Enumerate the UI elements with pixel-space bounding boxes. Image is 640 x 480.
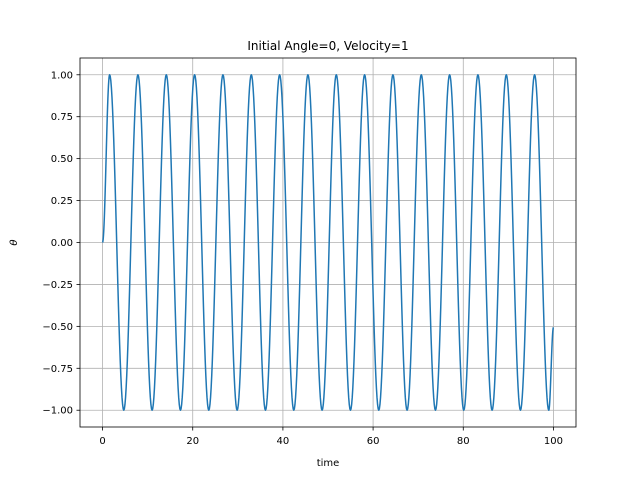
theta-series-line — [101, 74, 555, 411]
chart-title: Initial Angle=0, Velocity=1 — [247, 39, 408, 53]
y-tick-label: −0.25 — [42, 280, 73, 291]
y-tick-label: 0.25 — [51, 196, 73, 207]
y-tick-label: 0.00 — [51, 238, 73, 249]
grid-lines — [80, 58, 576, 427]
y-tick-label: 1.00 — [51, 70, 73, 81]
x-tick-label: 40 — [277, 436, 290, 447]
x-tick-label: 0 — [99, 436, 105, 447]
y-tick-label: −1.00 — [42, 406, 73, 417]
y-axis-label: θ — [9, 239, 20, 245]
x-tick-label: 60 — [367, 436, 380, 447]
x-axis-label: time — [317, 458, 340, 469]
y-tick-label: −0.75 — [42, 364, 73, 375]
y-tick-label: −0.50 — [42, 322, 73, 333]
y-tick-label: 0.50 — [51, 154, 73, 165]
y-tick-label: 0.75 — [51, 112, 73, 123]
series-layer — [101, 74, 555, 411]
axis-ticks: 0 20 40 60 80 100 −1.00 −0.75 −0.50 −0.25 0.00 0.25… — [42, 70, 563, 447]
x-tick-label: 100 — [544, 436, 563, 447]
x-tick-label: 80 — [457, 436, 470, 447]
x-tick-label: 20 — [186, 436, 199, 447]
